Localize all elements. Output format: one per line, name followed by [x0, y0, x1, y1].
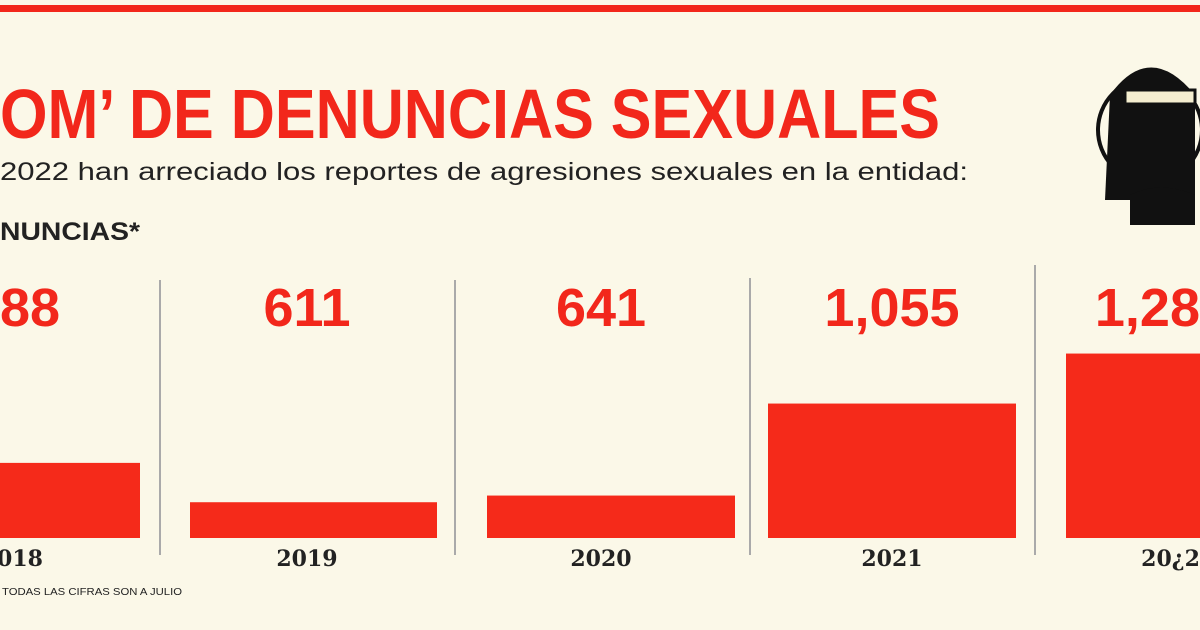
- value-label: 611: [263, 278, 350, 338]
- title: OM’ DE DENUNCIAS SEXUALES: [0, 75, 940, 153]
- x-tick-label: 20¿2: [1141, 546, 1200, 572]
- footnote: TODAS LAS CIFRAS SON A JULIO: [2, 587, 182, 598]
- x-tick-label: 2019: [276, 546, 337, 572]
- value-label: 1,28: [1095, 278, 1200, 338]
- value-label: 1,055: [824, 278, 959, 338]
- bar: [487, 495, 735, 538]
- top-rule: [0, 5, 1200, 12]
- x-tick-label: 2020: [570, 546, 631, 572]
- bar: [190, 502, 437, 538]
- bar: [0, 462, 140, 538]
- icon: [1096, 67, 1200, 225]
- bar: [768, 403, 1016, 538]
- subtitle: 2022 han arreciado los reportes de agres…: [0, 158, 968, 186]
- bar: [1066, 353, 1200, 538]
- x-tick-label: 018: [0, 546, 43, 572]
- x-tick-label: 2021: [861, 546, 922, 572]
- y-label: NUNCIAS*: [0, 218, 140, 246]
- value-label: 641: [556, 278, 646, 338]
- value-label: 88: [0, 278, 60, 338]
